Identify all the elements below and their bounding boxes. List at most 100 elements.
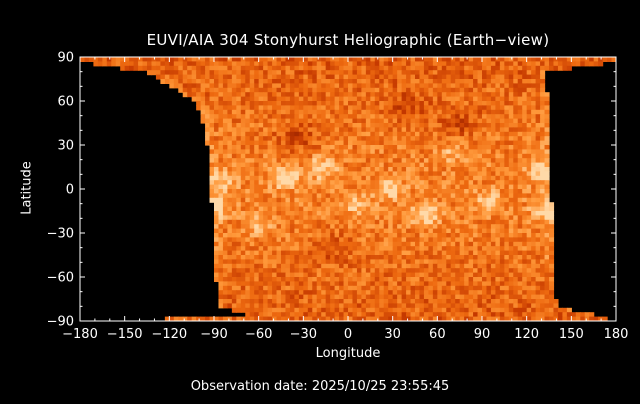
- map-cell: [245, 215, 251, 221]
- map-cell: [312, 114, 318, 120]
- map-cell: [419, 268, 425, 274]
- map-cell: [272, 285, 278, 291]
- map-cell: [419, 290, 425, 296]
- map-cell: [415, 193, 421, 199]
- map-cell: [298, 61, 304, 67]
- map-cell: [222, 259, 228, 265]
- map-cell: [267, 145, 273, 150]
- map-cell: [352, 303, 358, 309]
- map-cell: [446, 237, 452, 243]
- map-cell: [209, 74, 215, 80]
- map-cell: [549, 61, 555, 67]
- map-cell: [231, 79, 237, 84]
- map-cell: [80, 57, 86, 62]
- map-cell: [102, 61, 108, 67]
- map-cell: [415, 290, 421, 296]
- map-cell: [522, 202, 528, 208]
- map-cell: [410, 255, 416, 260]
- map-cell: [258, 184, 264, 190]
- map-cell: [334, 228, 340, 234]
- map-cell: [294, 299, 300, 304]
- map-cell: [361, 109, 367, 115]
- map-cell: [236, 228, 242, 234]
- map-cell: [401, 303, 407, 309]
- map-cell: [473, 114, 479, 120]
- map-cell: [428, 246, 434, 252]
- map-cell: [370, 211, 376, 216]
- map-cell: [334, 237, 340, 243]
- map-cell: [312, 193, 318, 199]
- map-cell: [459, 211, 465, 216]
- map-cell: [522, 272, 528, 278]
- map-cell: [352, 167, 358, 172]
- map-cell: [482, 316, 488, 321]
- map-cell: [370, 224, 376, 230]
- map-cell: [482, 277, 488, 282]
- map-cell: [348, 259, 354, 265]
- map-cell: [522, 219, 528, 225]
- map-cell: [303, 101, 309, 106]
- map-cell: [544, 136, 550, 142]
- x-tick-label: −30: [290, 327, 317, 342]
- map-cell: [222, 79, 228, 84]
- map-cell: [379, 153, 385, 159]
- map-cell: [517, 312, 523, 318]
- map-cell: [374, 175, 380, 181]
- map-cell: [361, 79, 367, 84]
- map-cell: [446, 74, 452, 80]
- map-cell: [218, 61, 224, 67]
- map-cell: [276, 118, 282, 124]
- map-cell: [370, 246, 376, 252]
- map-cell: [267, 158, 273, 164]
- map-cell: [544, 211, 550, 216]
- map-cell: [428, 114, 434, 120]
- map-cell: [419, 118, 425, 124]
- map-cell: [379, 237, 385, 243]
- map-cell: [611, 57, 616, 62]
- map-cell: [330, 307, 336, 313]
- map-cell: [294, 123, 300, 128]
- map-cell: [263, 70, 269, 76]
- map-cell: [383, 255, 389, 260]
- map-cell: [441, 285, 447, 291]
- map-cell: [508, 219, 514, 225]
- map-cell: [374, 189, 380, 194]
- map-cell: [540, 263, 546, 269]
- map-cell: [254, 180, 260, 186]
- map-cell: [432, 250, 438, 256]
- map-cell: [245, 316, 251, 321]
- map-cell: [214, 211, 220, 216]
- map-cell: [209, 105, 215, 111]
- map-cell: [432, 74, 438, 80]
- map-cell: [526, 96, 532, 102]
- map-cell: [423, 74, 429, 80]
- map-cell: [187, 87, 193, 93]
- map-cell: [334, 219, 340, 225]
- map-cell: [410, 259, 416, 265]
- map-cell: [281, 96, 287, 102]
- map-cell: [499, 123, 505, 128]
- map-cell: [374, 83, 380, 89]
- map-cell: [343, 96, 349, 102]
- map-cell: [383, 175, 389, 181]
- map-cell: [298, 233, 304, 238]
- map-cell: [307, 268, 313, 274]
- map-cell: [316, 246, 322, 252]
- map-cell: [383, 219, 389, 225]
- map-cell: [486, 140, 492, 146]
- map-cell: [522, 167, 528, 172]
- map-cell: [522, 303, 528, 309]
- map-cell: [392, 167, 398, 172]
- map-cell: [298, 131, 304, 137]
- map-cell: [339, 307, 345, 313]
- map-cell: [289, 263, 295, 269]
- map-cell: [432, 290, 438, 296]
- map-cell: [298, 87, 304, 93]
- map-cell: [428, 202, 434, 208]
- map-cell: [356, 114, 362, 120]
- map-cell: [352, 153, 358, 159]
- map-cell: [392, 118, 398, 124]
- map-cell: [361, 162, 367, 168]
- map-cell: [459, 312, 465, 318]
- map-cell: [236, 70, 242, 76]
